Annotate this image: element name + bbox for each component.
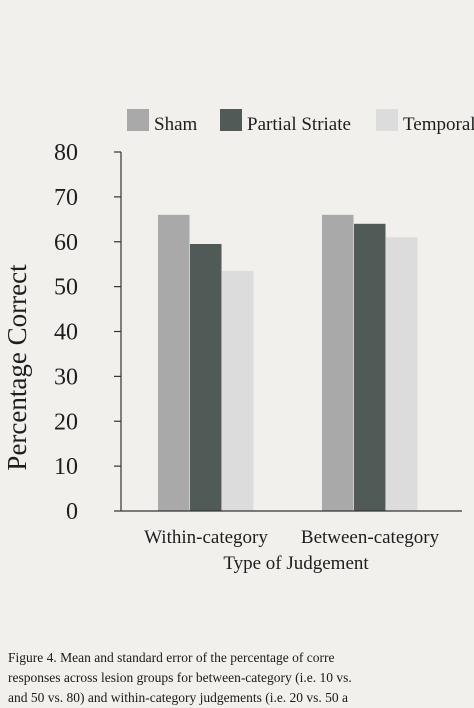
y-tick-label: 0 <box>66 499 78 525</box>
legend-label: Temporal <box>403 114 474 135</box>
y-tick-label: 80 <box>54 140 78 166</box>
figure-caption: Figure 4. Mean and standard error of the… <box>8 648 474 708</box>
y-axis-label: Percentage Correct <box>2 264 32 471</box>
legend-swatch <box>220 109 242 131</box>
y-axis: 0 10 20 30 40 50 60 70 80 Percentage Correct <box>2 140 122 525</box>
bar <box>158 214 190 511</box>
bar <box>222 270 254 511</box>
bar <box>190 243 222 511</box>
x-axis: Within-category Between-category Type of J… <box>121 510 462 574</box>
y-tick-label: 40 <box>54 320 78 346</box>
bar <box>322 214 354 511</box>
chart-legend: Sham Partial Striate Temporal <box>127 109 474 135</box>
legend-swatch <box>376 109 398 131</box>
x-tick-label: Within-category <box>144 527 268 548</box>
y-tick-label: 60 <box>54 230 78 256</box>
bar-chart: Sham Partial Striate Temporal 0 10 20 30 40 50 6… <box>2 109 474 574</box>
y-tick-label: 20 <box>54 409 78 435</box>
caption-line: and 50 vs. 80) and within-category judge… <box>8 690 349 705</box>
bar <box>354 223 386 512</box>
bars <box>158 214 418 512</box>
y-tick-label: 10 <box>54 454 78 480</box>
y-tick-label: 30 <box>54 364 78 390</box>
legend-label: Sham <box>154 114 198 135</box>
x-tick-label: Between-category <box>301 527 440 548</box>
legend-swatch <box>127 109 149 131</box>
caption-line: responses across lesion groups for betwe… <box>8 670 352 685</box>
y-tick-label: 50 <box>54 275 78 301</box>
legend-label: Partial Striate <box>247 114 351 135</box>
y-tick-label: 70 <box>54 185 78 211</box>
caption-line: Figure 4. Mean and standard error of the… <box>8 650 335 665</box>
bar <box>386 237 418 511</box>
x-axis-label: Type of Judgement <box>223 553 369 574</box>
